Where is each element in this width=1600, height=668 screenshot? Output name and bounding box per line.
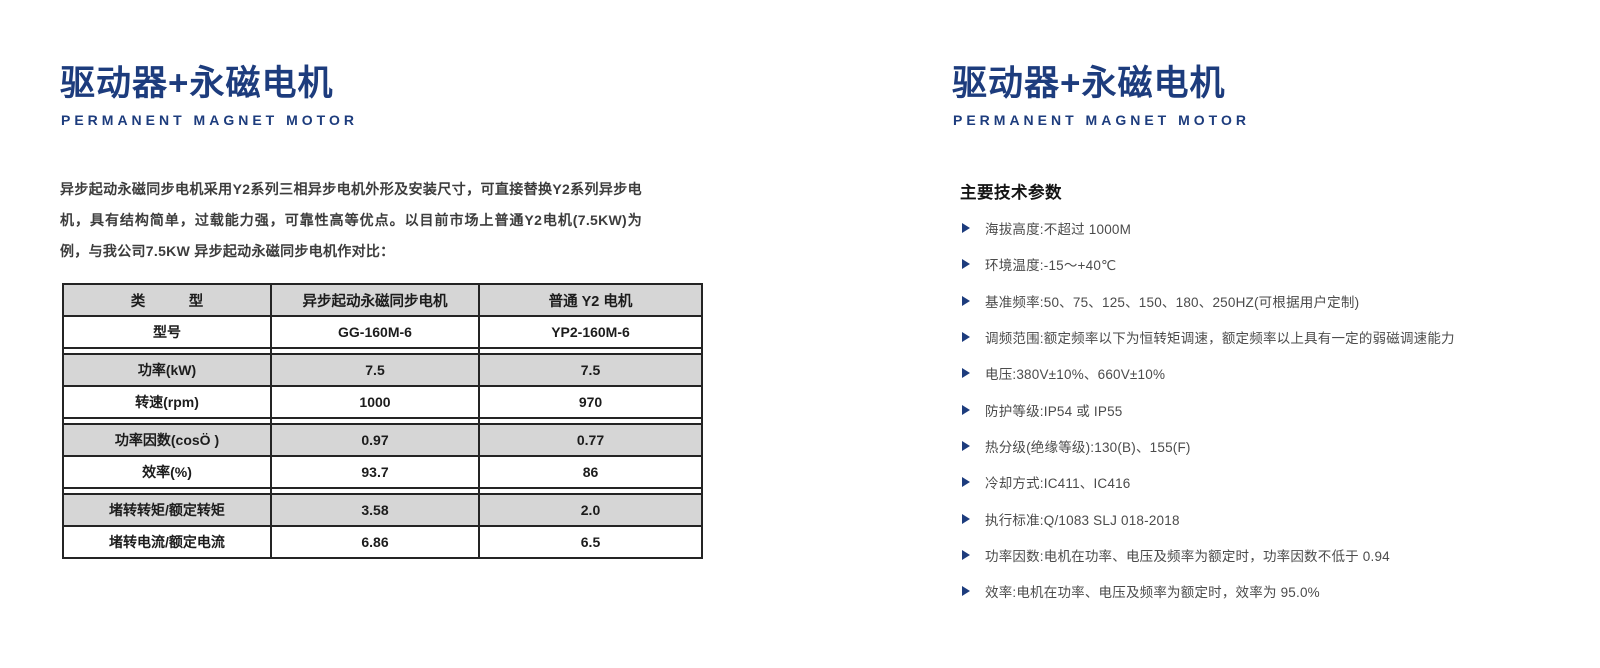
specs-section-heading: 主要技术参数 [960,184,1062,202]
table-row: 堵转转矩/额定转矩 3.58 2.0 [62,493,703,527]
spec-item: 效率:电机在功率、电压及频率为额定时，效率为 95.0% [962,573,1582,609]
bullet-triangle-icon [962,586,970,597]
table-row: 功率(kW) 7.5 7.5 [62,353,703,387]
spec-item: 海拔高度:不超过 1000M [962,210,1582,246]
table-group-spacer [62,347,703,355]
spec-text: 热分级(绝缘等级):130(B)、155(F) [985,439,1191,455]
table-group-spacer [62,417,703,425]
spec-item: 执行标准:Q/1083 SLJ 018-2018 [962,500,1582,536]
spec-item: 热分级(绝缘等级):130(B)、155(F) [962,428,1582,464]
spec-item: 环境温度:-15～+40℃ [962,246,1582,282]
table-group-spacer [62,487,703,495]
spacer-cell [270,417,480,425]
row-label-cell: 功率(kW) [62,353,272,387]
spec-text: 效率:电机在功率、电压及频率为额定时，效率为 95.0% [985,585,1320,601]
spec-text: 防护等级:IP54 或 IP55 [985,403,1123,419]
spacer-cell [478,347,703,355]
row-value-cell: 1000 [270,385,480,419]
bullet-triangle-icon [962,477,970,488]
table-column-header: 类 型 [62,283,272,317]
row-value-cell: GG-160M-6 [270,315,480,349]
row-value-cell: 2.0 [478,493,703,527]
bullet-triangle-icon [962,295,970,306]
bullet-triangle-icon [962,404,970,415]
left-page-title: 驱动器+永磁电机 [60,64,334,103]
row-value-cell: 6.5 [478,525,703,559]
row-value-cell: 0.97 [270,423,480,457]
spacer-cell [62,487,272,495]
spec-text: 海拔高度:不超过 1000M [985,222,1132,238]
row-label-cell: 堵转转矩/额定转矩 [62,493,272,527]
table-row: 堵转电流/额定电流 6.86 6.5 [62,525,703,559]
row-value-cell: 7.5 [478,353,703,387]
row-value-cell: 0.77 [478,423,703,457]
row-value-cell: 3.58 [270,493,480,527]
bullet-triangle-icon [962,368,970,379]
table-header-row: 类 型异步起动永磁同步电机 普通 Y2 电机 [62,283,703,317]
spacer-cell [270,487,480,495]
row-label-cell: 转速(rpm) [62,385,272,419]
spec-item: 电压:380V±10%、660V±10% [962,355,1582,391]
bullet-triangle-icon [962,223,970,234]
row-value-cell: 970 [478,385,703,419]
table-row: 转速(rpm) 1000 970 [62,385,703,419]
spacer-cell [478,487,703,495]
spec-item: 防护等级:IP54 或 IP55 [962,391,1582,427]
comparison-table: 类 型异步起动永磁同步电机 普通 Y2 电机 型号 GG-160M-6 YP2-160… [62,283,703,559]
spec-text: 执行标准:Q/1083 SLJ 018-2018 [985,512,1180,528]
spec-text: 环境温度:-15～+40℃ [985,258,1117,274]
left-page-subtitle: PERMANENT MAGNET MOTOR [61,112,358,128]
row-label-cell: 型号 [62,315,272,349]
right-page-subtitle: PERMANENT MAGNET MOTOR [953,112,1250,128]
specs-list: 海拔高度:不超过 1000M 环境温度:-15～+40℃ 基准频率:50、75、12… [962,210,1582,609]
spec-item: 功率因数:电机在功率、电压及频率为额定时，功率因数不低于 0.94 [962,537,1582,573]
spacer-cell [478,417,703,425]
spec-text: 调频范围:额定频率以下为恒转矩调速，额定频率以上具有一定的弱磁调速能力 [985,331,1455,347]
bullet-triangle-icon [962,549,970,560]
table-row: 功率因数(cosÖ ) 0.97 0.77 [62,423,703,457]
bullet-triangle-icon [962,513,970,524]
spacer-cell [270,347,480,355]
bullet-triangle-icon [962,332,970,343]
table-row: 效率(%) 93.7 86 [62,455,703,489]
spec-text: 功率因数:电机在功率、电压及频率为额定时，功率因数不低于 0.94 [985,548,1390,564]
spec-text: 基准频率:50、75、125、150、180、250HZ(可根据用户定制) [985,294,1360,310]
spacer-cell [62,347,272,355]
table-column-header: 异步起动永磁同步电机 [270,283,480,317]
table-column-header: 普通 Y2 电机 [478,283,703,317]
row-value-cell: 86 [478,455,703,489]
spec-text: 冷却方式:IC411、IC416 [985,476,1131,492]
row-label-cell: 功率因数(cosÖ ) [62,423,272,457]
row-value-cell: 93.7 [270,455,480,489]
row-value-cell: 6.86 [270,525,480,559]
row-value-cell: 7.5 [270,353,480,387]
spec-item: 冷却方式:IC411、IC416 [962,464,1582,500]
bullet-triangle-icon [962,440,970,451]
spec-item: 调频范围:额定频率以下为恒转矩调速，额定频率以上具有一定的弱磁调速能力 [962,319,1582,355]
right-page-title: 驱动器+永磁电机 [952,64,1226,103]
bullet-triangle-icon [962,259,970,270]
row-label-cell: 效率(%) [62,455,272,489]
row-label-cell: 堵转电流/额定电流 [62,525,272,559]
spacer-cell [62,417,272,425]
spec-item: 基准频率:50、75、125、150、180、250HZ(可根据用户定制) [962,283,1582,319]
spec-text: 电压:380V±10%、660V±10% [985,367,1166,383]
row-value-cell: YP2-160M-6 [478,315,703,349]
table-row: 型号 GG-160M-6 YP2-160M-6 [62,315,703,349]
intro-paragraph: 异步起动永磁同步电机采用Y2系列三相异步电机外形及安装尺寸，可直接替换Y2系列异… [60,181,642,259]
